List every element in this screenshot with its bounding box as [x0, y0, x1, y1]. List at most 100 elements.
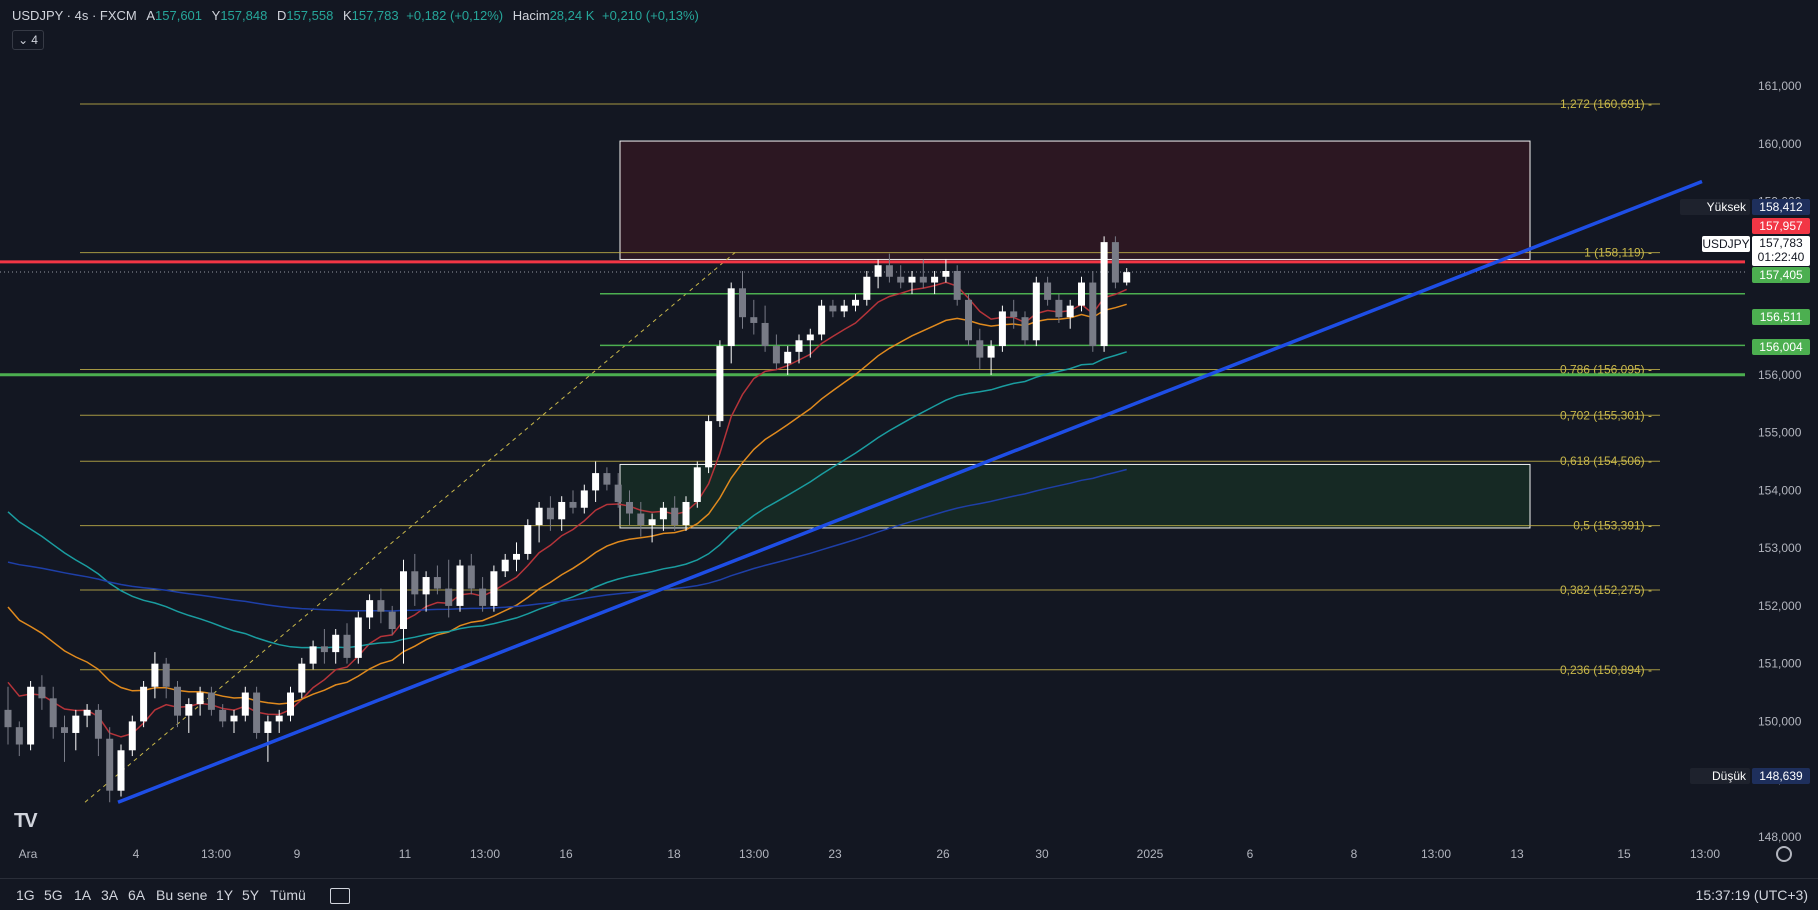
- candle-body: [965, 299, 972, 341]
- candle-body: [513, 553, 520, 560]
- candle-body: [354, 617, 362, 658]
- candle-body: [388, 611, 396, 630]
- y-tick-label: 156,000: [1758, 368, 1802, 382]
- candle-body: [897, 276, 905, 283]
- range-6a-button[interactable]: 6A: [128, 887, 146, 903]
- candle-body: [535, 507, 543, 526]
- open-key: A: [146, 8, 156, 23]
- range-3a-button[interactable]: 3A: [101, 887, 119, 903]
- range-ytd-button[interactable]: Bu sene: [156, 887, 208, 903]
- x-tick-label: 23: [828, 847, 842, 861]
- candle-body: [264, 721, 272, 733]
- candle-body: [908, 276, 916, 283]
- x-tick-label: 30: [1035, 847, 1049, 861]
- candle-body: [377, 600, 385, 612]
- x-tick-label: 13:00: [201, 847, 231, 861]
- candle-body: [49, 698, 57, 728]
- candle-body: [343, 634, 351, 658]
- candle-body: [467, 565, 475, 589]
- candle-body: [603, 473, 611, 485]
- calendar-icon[interactable]: [330, 888, 350, 904]
- fib-label-0,618: 0,618 (154,506) -: [1560, 454, 1652, 468]
- close-value: 157,783: [351, 8, 399, 23]
- x-tick-label: 16: [559, 847, 573, 861]
- candle-body: [852, 299, 859, 306]
- candle-body: [840, 305, 848, 312]
- candle-body: [727, 288, 735, 347]
- trendline: [117, 179, 1703, 804]
- candle-body: [253, 692, 261, 733]
- clock[interactable]: 15:37:19 (UTC+3): [1695, 887, 1808, 903]
- candle-body: [931, 276, 939, 283]
- x-tick-label: 18: [667, 847, 681, 861]
- candle-body: [1066, 305, 1074, 318]
- candle-body: [648, 519, 656, 526]
- candle-body: [818, 305, 826, 335]
- x-tick-label: 2025: [1137, 847, 1164, 861]
- candle-body: [207, 692, 215, 710]
- tradingview-logo-icon[interactable]: TV: [14, 810, 38, 832]
- candle-body: [94, 709, 102, 739]
- range-1g-button[interactable]: 1G: [16, 887, 35, 903]
- candle-body: [1078, 282, 1085, 306]
- range-5g-button[interactable]: 5G: [44, 887, 63, 903]
- change-value: +0,182 (+0,12%): [406, 8, 504, 23]
- candle-body: [795, 340, 803, 352]
- ma-mid-line: [7, 303, 1127, 705]
- candle-body: [72, 715, 80, 733]
- candle-body: [117, 750, 125, 791]
- candle-body: [1089, 282, 1097, 347]
- chevron-down-icon: ⌄: [18, 33, 29, 47]
- high-tag-value: 158,412: [1752, 199, 1810, 215]
- candle-body: [580, 490, 588, 508]
- demand-zone: [619, 463, 1531, 529]
- x-tick-label: 13: [1510, 847, 1524, 861]
- candle-body: [275, 715, 283, 722]
- volume-change: +0,210 (+0,13%): [602, 8, 699, 23]
- fib-label-0,702: 0,702 (155,301) -: [1560, 408, 1652, 422]
- candle-body: [83, 709, 91, 716]
- candle-body: [298, 663, 306, 693]
- candle-body: [693, 467, 701, 502]
- candle-body: [151, 663, 159, 687]
- candle-body: [1111, 242, 1119, 283]
- y-tick-label: 160,000: [1758, 137, 1802, 151]
- open-value: 157,601: [155, 8, 203, 23]
- x-tick-label: 15: [1617, 847, 1631, 861]
- range-1y-button[interactable]: 1Y: [216, 887, 234, 903]
- range-all-button[interactable]: Tümü: [270, 887, 306, 903]
- indicator-count: 4: [31, 33, 38, 47]
- candle-body: [626, 501, 633, 514]
- x-tick-label: 6: [1247, 847, 1254, 861]
- candle-body: [140, 686, 148, 722]
- candle-body: [659, 507, 667, 520]
- gear-icon[interactable]: [1776, 846, 1792, 862]
- candle-body: [976, 340, 984, 358]
- low-tag-value: 148,639: [1752, 768, 1810, 784]
- symbol-title[interactable]: USDJPY · 4s · FXCM: [12, 8, 137, 23]
- high-value: 157,848: [220, 8, 268, 23]
- high-key: Y: [211, 8, 221, 23]
- range-1a-button[interactable]: 1A: [74, 887, 92, 903]
- fib-label-1: 1 (158,119) -: [1584, 246, 1652, 260]
- candle-body: [287, 692, 294, 716]
- candle-body: [332, 634, 340, 653]
- candle-body: [637, 513, 645, 526]
- fib-label-1,272: 1,272 (160,691) -: [1560, 97, 1652, 111]
- candle-body: [1123, 272, 1131, 283]
- candle-body: [185, 704, 193, 716]
- candle-body: [309, 646, 317, 664]
- candle-body: [987, 346, 995, 358]
- candle-body: [27, 686, 35, 745]
- candle-body: [1100, 242, 1108, 347]
- candle-body: [705, 421, 713, 468]
- candle-body: [772, 346, 780, 364]
- ma-long-line: [7, 468, 1127, 612]
- candle-body: [739, 288, 746, 318]
- low-value: 157,558: [286, 8, 334, 23]
- candle-body: [422, 577, 430, 595]
- indicators-toggle-button[interactable]: ⌄ 4: [12, 30, 44, 50]
- range-5y-button[interactable]: 5Y: [242, 887, 260, 903]
- resistance-tag: 157,957: [1752, 218, 1810, 234]
